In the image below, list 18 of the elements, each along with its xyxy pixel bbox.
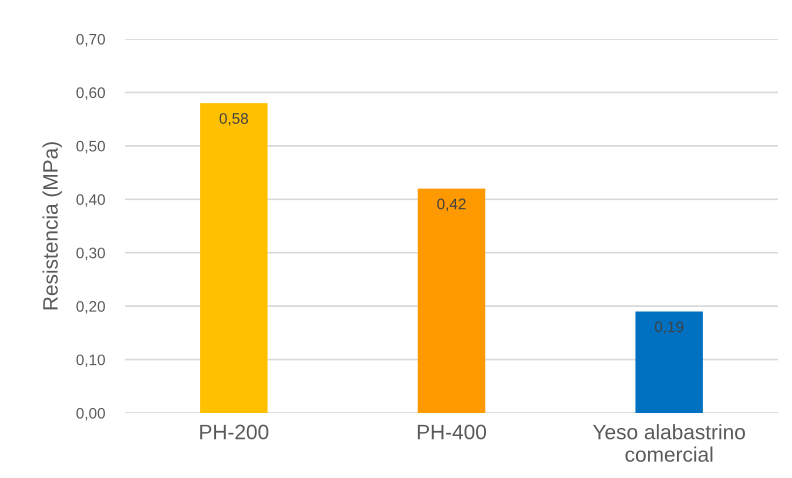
y-tick-label: 0,60 [76,87,105,100]
bar [200,103,268,413]
y-tick-label: 0,30 [76,248,105,260]
y-tick-label: 0,20 [76,301,105,314]
y-tick-label: 0,70 [76,34,105,46]
y-tick-label: 0,10 [76,354,105,368]
y-tick-label: 0,40 [76,194,105,207]
bar [635,311,703,413]
data-label: 0,19 [654,321,684,334]
data-label: 0,42 [437,198,466,212]
x-tick-label: PH-400 [418,424,486,440]
x-tick-label: Yeso alabastrino comercial [592,424,745,462]
y-tick-label: 0,50 [76,140,105,154]
data-label: 0,58 [220,113,248,126]
y-tick-label: 0,00 [76,408,105,420]
y-axis-title: Resistencia (MPa) [42,142,62,310]
bar [418,188,486,413]
x-tick-label: PH-200 [200,424,268,440]
